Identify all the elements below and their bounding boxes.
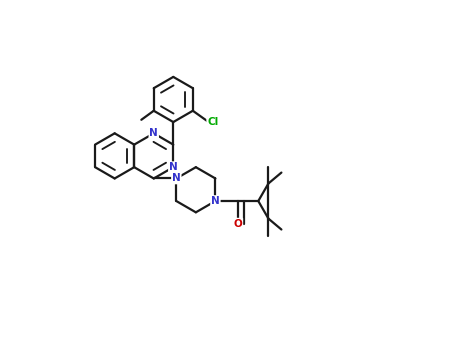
Text: N: N: [211, 196, 220, 206]
Text: O: O: [233, 219, 243, 229]
Text: N: N: [172, 174, 181, 183]
Text: N: N: [169, 162, 177, 172]
Text: N: N: [149, 128, 158, 138]
Text: Cl: Cl: [207, 117, 218, 127]
